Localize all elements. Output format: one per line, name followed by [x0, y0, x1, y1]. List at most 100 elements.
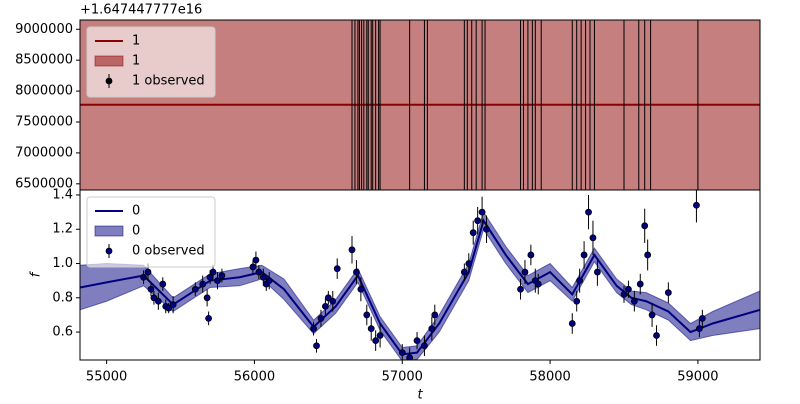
y-tick-label: 0.8: [52, 290, 73, 305]
y-tick-label: 9000000: [15, 22, 73, 37]
observed-point: [483, 225, 490, 233]
observed-point: [625, 285, 632, 293]
legend-box: [86, 196, 216, 268]
observed-point: [695, 325, 703, 333]
observed-point: [398, 349, 406, 357]
observed-point: [357, 285, 365, 293]
observed-point: [693, 201, 700, 209]
observed-point: [648, 311, 656, 319]
observed-point: [324, 294, 332, 302]
observed-point: [653, 332, 660, 339]
plot-area: [80, 20, 760, 190]
observed-point: [428, 325, 436, 333]
x-axis-label: t: [417, 388, 423, 401]
y-tick-label: 1.4: [52, 187, 73, 202]
observed-point: [191, 285, 199, 293]
observed-point: [353, 268, 360, 276]
observed-point: [159, 280, 167, 288]
observed-point: [317, 314, 325, 322]
observed-point: [265, 277, 273, 285]
observed-point: [209, 268, 217, 276]
x-tick-label: 55000: [86, 370, 127, 385]
y-tick-label: 6500000: [15, 176, 73, 191]
observed-point: [333, 265, 341, 273]
observed-point: [169, 301, 177, 309]
observed-point: [249, 263, 257, 271]
legend-label: 1 observed: [132, 74, 205, 89]
observed-point: [406, 354, 414, 360]
observed-point: [205, 314, 213, 322]
y-tick-label: 1.2: [52, 222, 73, 237]
observed-point: [154, 297, 162, 305]
observed-point: [465, 260, 473, 267]
y-tick-label: 7000000: [15, 145, 73, 160]
observed-point: [521, 268, 529, 276]
observed-point: [474, 217, 482, 225]
observed-point: [252, 256, 260, 264]
observed-point: [698, 314, 706, 322]
observed-point: [348, 246, 356, 254]
y-tick-label: 7500000: [15, 115, 73, 130]
y-tick-label: 1.0: [52, 256, 73, 271]
observed-point: [469, 229, 477, 237]
legend-label: 0: [132, 204, 140, 219]
observed-point: [641, 222, 649, 230]
observed-point: [527, 251, 535, 259]
y-tick-label: 8000000: [15, 84, 73, 99]
observed-point: [413, 337, 421, 345]
observed-point: [460, 268, 468, 276]
legend-patch: [94, 225, 124, 237]
y-tick-label: 0.6: [52, 325, 73, 340]
observed-point: [421, 342, 428, 350]
y-offset-label: +1.647447777e16: [80, 3, 202, 18]
observed-point: [199, 280, 207, 288]
observed-point: [636, 280, 644, 288]
observed-point: [372, 337, 380, 345]
observed-point: [255, 268, 263, 276]
observed-point: [150, 294, 158, 302]
observed-point: [259, 273, 267, 281]
observed-point: [147, 285, 155, 293]
observed-point: [363, 311, 371, 319]
observed-point: [144, 268, 152, 276]
observed-point: [367, 325, 375, 333]
legend-label: 1: [132, 54, 140, 69]
legend-label: 1: [132, 34, 140, 49]
observed-point: [620, 290, 628, 298]
observed-point: [585, 208, 592, 216]
observed-point: [218, 272, 226, 279]
observed-point: [576, 277, 584, 285]
observed-point: [376, 332, 384, 339]
observed-point: [478, 208, 486, 216]
observed-point: [165, 304, 173, 312]
observed-point: [589, 234, 597, 242]
observed-point: [580, 251, 588, 259]
x-tick-label: 56000: [234, 370, 275, 385]
y-axis-label: f: [29, 270, 44, 277]
plot-area: [80, 190, 760, 360]
observed-point: [140, 273, 147, 281]
legend-box: [86, 26, 216, 98]
observed-point: [630, 297, 638, 305]
observed-point: [310, 325, 317, 333]
legend-patch: [94, 55, 124, 67]
observed-point: [313, 342, 320, 350]
observed-point: [664, 289, 672, 297]
observed-point: [517, 285, 524, 293]
x-tick-label: 57000: [382, 370, 423, 385]
legend: 1 1 1 observed: [86, 26, 216, 98]
observed-point: [321, 302, 329, 310]
legend: 0 0 0 observed: [86, 196, 216, 268]
legend-marker: [105, 77, 113, 85]
observed-point: [214, 277, 221, 285]
observed-point: [329, 297, 337, 305]
x-tick-label: 59000: [677, 370, 718, 385]
observed-point: [203, 294, 211, 302]
axes-frame: [79, 189, 761, 361]
observed-point: [573, 297, 581, 305]
observed-point: [431, 311, 439, 319]
observed-point: [568, 320, 576, 327]
y-tick-label: 8500000: [15, 53, 73, 68]
observed-point: [593, 268, 601, 276]
